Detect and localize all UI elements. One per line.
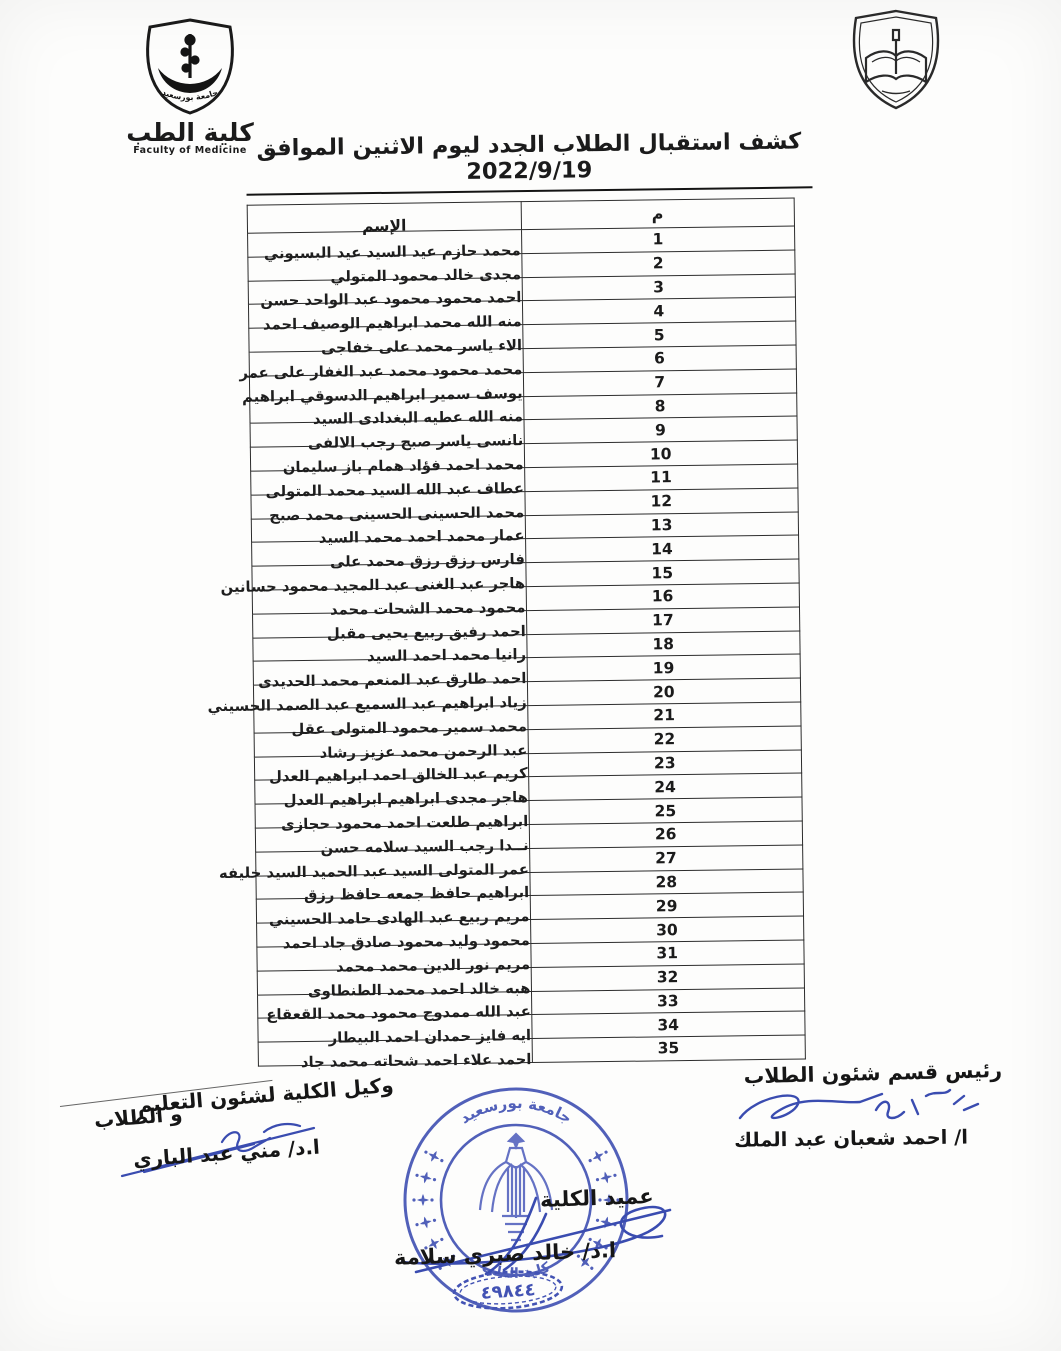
row-number: 5 [522, 321, 797, 349]
row-number: 21 [527, 701, 802, 730]
student-name: عبد الله ممدوح محمود محمد القعقاع [266, 1003, 531, 1024]
student-name: عبد الرحمن محمد عزيز رشاد [319, 741, 528, 762]
student-name: محمد سمير محمود المتولى عقل [291, 717, 528, 738]
university-shield-icon [852, 9, 940, 110]
row-number: 7 [522, 368, 797, 397]
row-number: 13 [524, 511, 799, 539]
row-number: 20 [526, 678, 801, 706]
student-name: رانيا محمد احمد السيد [367, 646, 527, 666]
student-name: عمار محمد احمد محمد السيد [318, 527, 525, 548]
row-number: 14 [525, 535, 799, 563]
row-number: 25 [528, 797, 803, 825]
row-number: 17 [525, 606, 800, 635]
student-affairs-head-name: ا/ احمد شعبان عبد الملك [733, 1125, 969, 1152]
row-number: 23 [527, 749, 802, 777]
row-number: 16 [525, 582, 800, 611]
row-number: 8 [523, 392, 797, 420]
stamp-university-name: جامعة بورسعيد [457, 1094, 574, 1128]
row-number: 29 [529, 892, 804, 920]
faculty-shield-icon: جامعة بورسعيد [146, 18, 234, 115]
student-name: كريم عبد الخالق احمد ابراهيم العدل [269, 765, 528, 786]
student-name: احمد محمود محمود عبد الواحد حسن [260, 289, 522, 311]
row-number: 24 [528, 773, 802, 801]
svg-text:جامعة بورسعيد: جامعة بورسعيد [457, 1094, 576, 1128]
row-number: 34 [531, 1011, 806, 1039]
student-name: ايه فايز حمدان احمد البيطار [328, 1027, 532, 1047]
student-name: منه الله محمد ابراهيم الوصيف احمد [262, 313, 522, 334]
student-table-body: 1 محمد حازم عيد السيد عيد البسيوني 2 مجدى خ… [207, 226, 806, 1071]
student-name: هبه خالد احمد محمد الطنطاوى [307, 979, 531, 1000]
row-number: 22 [527, 725, 802, 754]
student-name: فارس رزق رزق محمد على [330, 551, 525, 571]
row-number: 28 [529, 868, 804, 896]
row-number: 15 [525, 559, 800, 587]
row-number: 11 [524, 463, 798, 492]
left-logo-faculty-name-en: Faculty of Medicine [133, 145, 247, 156]
students-table: م الإسم 1 محمد حازم عيد السيد عيد البسيون… [207, 198, 806, 1071]
row-number: 30 [530, 916, 804, 944]
faculty-of-medicine-logo: جامعة بورسعيد كلية الطب Faculty of Medic… [90, 16, 290, 156]
row-number: 3 [521, 273, 796, 301]
row-number: 26 [528, 820, 803, 849]
row-number: 2 [521, 249, 796, 278]
student-name: منه الله عطيه البغدادى السيد [312, 408, 524, 429]
row-number: 6 [522, 345, 797, 373]
stamp-serial-number-text: ٤٩٨٤٤ [480, 1279, 536, 1304]
row-number: 4 [521, 297, 796, 325]
page-title: كشف استقبال الطلاب الجدد ليوم الاثنين ال… [245, 128, 813, 196]
row-number: 18 [526, 630, 801, 658]
student-name: احمد علاء احمد شحاته محمد جاد [300, 1051, 532, 1072]
row-number: 35 [531, 1035, 806, 1063]
row-number: 31 [530, 939, 805, 968]
dean-signature-ink [400, 1196, 672, 1276]
student-name: الاء ياسر محمد على خفاجى [320, 337, 523, 357]
student-name: ابراهيم حافظ جمعه حافظ رزق [303, 884, 530, 905]
student-name: نــدا رجب السيد سلامه حسن [320, 836, 529, 857]
student-name: احمد رفيق ربيع يحيى مقبل [326, 622, 526, 643]
row-number: 9 [523, 416, 798, 444]
row-number: 12 [524, 487, 799, 516]
column-header-name: الإسم [247, 201, 522, 235]
row-number: 10 [523, 440, 798, 468]
column-header-number: م [520, 198, 795, 230]
stamp-eagle-emblem [478, 1132, 554, 1242]
stamp-serial-number: ٤٩٨٤٤ [452, 1270, 564, 1310]
row-number: 1 [521, 226, 795, 254]
document-body: كشف استقبال الطلاب الجدد ليوم الاثنين ال… [207, 128, 824, 1071]
row-number: 33 [530, 987, 805, 1015]
student-name: ابراهيم طلعت احمد محمود حجازى [280, 813, 529, 834]
left-logo-faculty-name-ar: كلية الطب [126, 118, 254, 147]
student-affairs-head-signature-ink [738, 1088, 980, 1120]
student-name: محمد احمد فؤاد همام باز سليمان [282, 456, 524, 477]
vice-dean-signature-ink [120, 1122, 316, 1178]
row-number: 32 [530, 963, 805, 992]
student-name: نانسى ياسر صبح رجب الالفى [307, 432, 524, 453]
student-name: محمود محمد الشحات محمد [329, 598, 526, 619]
row-number: 27 [529, 844, 803, 873]
student-name: محمد الحسينى الحسينى محمد صبح [269, 503, 525, 525]
port-said-university-logo [848, 8, 944, 116]
student-name: محمد حازم عيد السيد عيد البسيوني [263, 242, 521, 263]
student-name: عطاف عبد الله السيد محمد المتولى [265, 479, 525, 501]
student-name: مريم ربيع عبد الهادى حامد الحسيني [268, 908, 530, 929]
student-name: مريم نور الدين محمد محمد [335, 955, 531, 976]
student-name: احمد طارق عبد المنعم محمد الحديدى [258, 670, 527, 691]
student-name: مجدى خالد محمود المتولي [330, 265, 522, 286]
student-name: هاجر مجدى ابراهيم ابراهيم العدل [283, 789, 529, 810]
row-number: 19 [526, 654, 801, 682]
student-name: محمود وليد محمود صادق جاد احمد [282, 932, 530, 953]
